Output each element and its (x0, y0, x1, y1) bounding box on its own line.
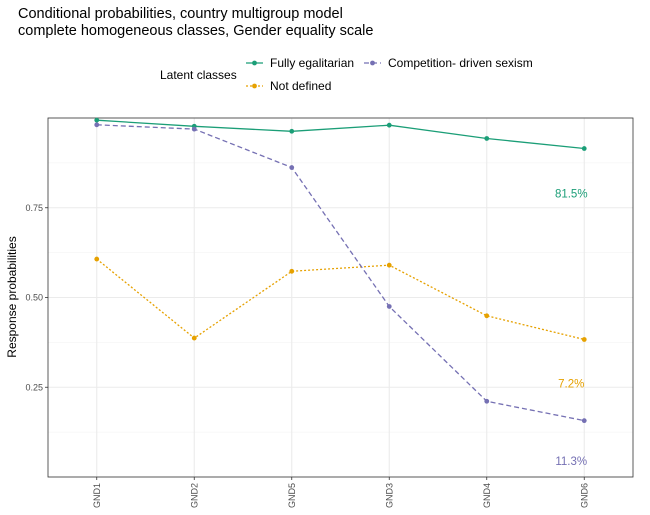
data-point-fully-egalitarian (484, 136, 490, 141)
legend-key-point (252, 83, 257, 89)
x-tick-label: GND4 (482, 483, 492, 508)
legend-label: Fully egalitarian (270, 56, 354, 70)
data-point-fully-egalitarian (386, 122, 392, 128)
legend-key-point (252, 60, 257, 66)
data-point-not-defined (191, 335, 197, 341)
y-tick-label: 0.50 (25, 293, 43, 303)
data-point-fully-egalitarian (581, 146, 587, 151)
data-point-not-defined (289, 268, 295, 274)
data-point-not-defined (581, 337, 587, 342)
x-tick-label: GND6 (579, 483, 589, 508)
plot-area: 0.25 0.50 0.75 GND1 GND2 GND5 GND3 GND4 GND6 81.5… (25, 117, 634, 508)
legend-key-point (370, 60, 375, 66)
data-point-not-defined (94, 256, 100, 262)
chart-title: Conditional probabilities, country multi… (18, 6, 343, 22)
y-tick-label: 0.25 (25, 382, 43, 392)
data-point-not-defined (386, 262, 392, 268)
x-tick-label: GND1 (92, 483, 102, 508)
y-axis-title: Response probabilities (5, 236, 19, 357)
annotation-label: 81.5% (555, 188, 588, 200)
data-point-competition-driven-sexism (581, 418, 587, 424)
series-line-fully-egalitarian (96, 119, 585, 150)
annotation-label: 7.2% (558, 379, 584, 391)
x-tick-label: GND3 (384, 483, 394, 508)
legend: Latent classes Fully egalitarian Not defi… (160, 56, 533, 93)
x-tick-label: GND2 (189, 483, 199, 508)
y-tick-label: 0.75 (25, 203, 43, 213)
data-point-competition-driven-sexism (191, 126, 197, 132)
data-point-competition-driven-sexism (386, 304, 392, 309)
series-line-not-defined (96, 258, 585, 341)
data-point-competition-driven-sexism (94, 122, 100, 128)
annotation-label: 11.3% (555, 456, 587, 468)
legend-title: Latent classes (160, 68, 237, 82)
data-point-competition-driven-sexism (289, 165, 295, 170)
data-point-fully-egalitarian (289, 128, 295, 134)
legend-label: Competition- driven sexism (388, 56, 533, 70)
legend-label: Not defined (270, 79, 331, 93)
data-point-not-defined (484, 313, 490, 319)
x-tick-label: GND5 (287, 483, 297, 508)
series-line-competition-driven-sexism (96, 124, 585, 422)
chart-subtitle: complete homogeneous classes, Gender equ… (18, 23, 373, 39)
data-point-fully-egalitarian (94, 117, 100, 123)
data-point-competition-driven-sexism (484, 398, 490, 404)
